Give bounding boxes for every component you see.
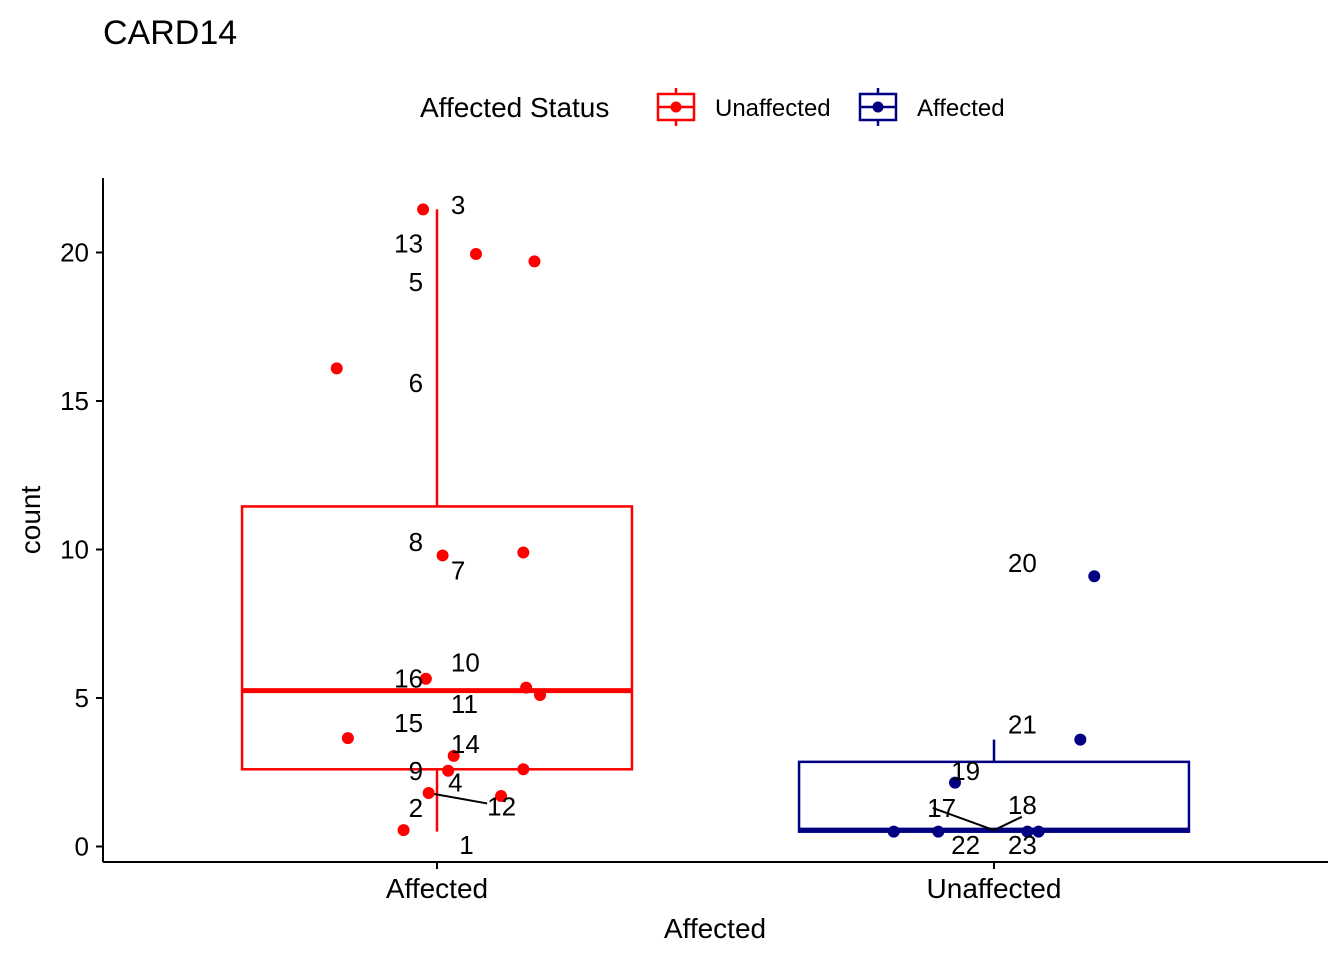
point-label-6: 6 bbox=[409, 368, 423, 398]
data-point-9 bbox=[517, 763, 530, 776]
data-point-15 bbox=[341, 732, 354, 745]
data-point-18 bbox=[1021, 825, 1034, 838]
y-tick-label: 20 bbox=[60, 238, 89, 268]
point-label-14: 14 bbox=[451, 729, 480, 759]
point-label-16: 16 bbox=[394, 664, 423, 694]
x-tick-label: Affected bbox=[386, 873, 488, 904]
point-label-21: 21 bbox=[1008, 710, 1037, 740]
point-label-2: 2 bbox=[409, 793, 423, 823]
legend-entries: Unaffected Affected bbox=[656, 88, 1005, 126]
point-label-11: 11 bbox=[451, 689, 478, 719]
point-label-17: 17 bbox=[927, 793, 956, 823]
point-label-18: 18 bbox=[1008, 790, 1037, 820]
data-point-13 bbox=[528, 255, 541, 268]
y-tick-label: 5 bbox=[75, 683, 89, 713]
data-point-7 bbox=[517, 546, 530, 559]
data-point-23 bbox=[1032, 825, 1045, 838]
y-tick-label: 15 bbox=[60, 386, 89, 416]
x-axis-label: Affected bbox=[664, 913, 766, 944]
data-point-4 bbox=[442, 764, 455, 777]
data-point-20 bbox=[1088, 570, 1101, 583]
point-label-22: 22 bbox=[951, 830, 980, 860]
point-label-9: 9 bbox=[409, 756, 423, 786]
data-point-2 bbox=[422, 787, 435, 800]
point-label-13: 13 bbox=[394, 229, 423, 259]
point-label-1: 1 bbox=[459, 830, 473, 860]
data-point-10 bbox=[520, 681, 533, 694]
data-point-22 bbox=[932, 825, 945, 838]
legend-key-unaffected: Unaffected bbox=[656, 88, 831, 126]
data-point-8 bbox=[436, 549, 449, 562]
point-label-10: 10 bbox=[451, 647, 480, 677]
point-label-7: 7 bbox=[451, 555, 465, 585]
data-point-17 bbox=[887, 825, 900, 838]
point-label-12: 12 bbox=[487, 791, 516, 821]
data-point-21 bbox=[1074, 733, 1087, 746]
data-point-3 bbox=[417, 203, 430, 216]
data-point-14 bbox=[447, 749, 460, 762]
legend-title: Affected Status bbox=[420, 92, 609, 123]
point-label-23: 23 bbox=[1008, 830, 1037, 860]
box-body bbox=[797, 760, 1191, 833]
box-unaffected bbox=[797, 739, 1191, 833]
box-affected bbox=[240, 209, 634, 832]
label-leader-line bbox=[428, 792, 488, 805]
data-point-12 bbox=[495, 790, 508, 803]
label-leader-line bbox=[932, 806, 995, 832]
data-point-19 bbox=[949, 776, 962, 789]
data-point-6 bbox=[330, 362, 343, 375]
y-tick-label: 10 bbox=[60, 535, 89, 565]
data-point-5 bbox=[469, 247, 482, 260]
data-point-16 bbox=[419, 672, 432, 685]
legend-point bbox=[872, 101, 884, 113]
point-label-8: 8 bbox=[409, 527, 423, 557]
label-leader-line bbox=[993, 815, 1023, 832]
data-point-1 bbox=[397, 824, 410, 837]
y-ticks: 0 5 10 15 20 bbox=[60, 238, 103, 862]
point-label-3: 3 bbox=[451, 190, 465, 220]
point-label-19: 19 bbox=[951, 756, 980, 786]
legend-label: Affected bbox=[917, 95, 1005, 122]
point-label-20: 20 bbox=[1008, 548, 1037, 578]
x-ticks: Affected Unaffected bbox=[386, 862, 1062, 904]
point-label-4: 4 bbox=[448, 768, 462, 798]
box-body bbox=[240, 505, 634, 771]
chart-title: CARD14 bbox=[103, 14, 237, 52]
point-label-5: 5 bbox=[409, 267, 423, 297]
legend-point bbox=[670, 101, 682, 113]
x-tick-label: Unaffected bbox=[927, 873, 1062, 904]
point-label-15: 15 bbox=[394, 708, 423, 738]
data-point-11 bbox=[534, 689, 547, 702]
y-axis-label: count bbox=[15, 486, 46, 555]
legend: Affected Status Unaffected Affected bbox=[420, 88, 1005, 126]
legend-key-affected: Affected bbox=[858, 88, 1005, 126]
y-tick-label: 0 bbox=[75, 832, 89, 862]
legend-label: Unaffected bbox=[715, 95, 831, 122]
